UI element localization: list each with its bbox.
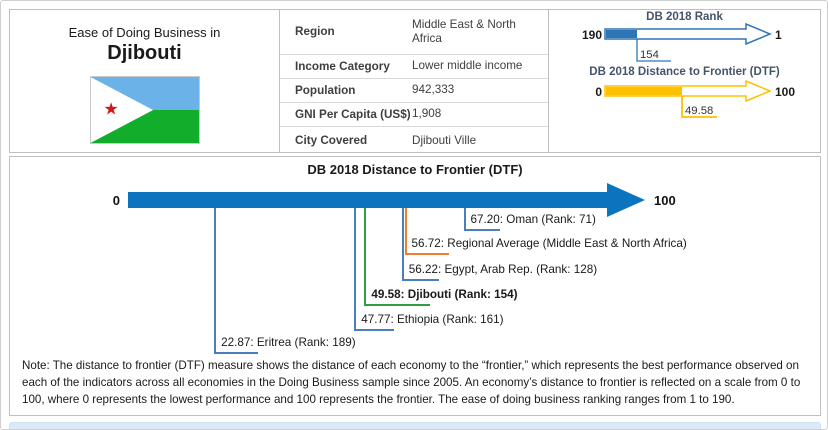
fact-label: Population bbox=[280, 78, 412, 103]
rank-axis-left-label: 190 bbox=[582, 28, 602, 42]
fact-value: Djibouti Ville bbox=[412, 133, 477, 147]
marker-underline-4 bbox=[354, 329, 395, 331]
report-title-line1: Ease of Doing Business in bbox=[68, 25, 221, 40]
rank-arrow-outline bbox=[604, 23, 772, 46]
dtf-fill-segment bbox=[606, 87, 682, 95]
marker-line-0 bbox=[463, 208, 466, 229]
rank-marker-line bbox=[636, 39, 671, 62]
rank-fill-segment bbox=[606, 30, 637, 38]
djibouti-flag: ★ bbox=[89, 76, 200, 144]
dtf-axis-max-label: 100 bbox=[654, 193, 676, 208]
rank-marker-label: 154 bbox=[640, 49, 659, 61]
mini-charts-panel: DB 2018 Rank 190 154 1 DB 2018 Distance … bbox=[548, 10, 820, 152]
country-facts-panel: Region Middle East & North Africa Income… bbox=[279, 10, 548, 152]
dtf-marker-label: 49.58 bbox=[685, 105, 713, 117]
rank-chart-title: DB 2018 Rank bbox=[646, 11, 723, 23]
dtf-chart-title: DB 2018 Distance to Frontier (DTF) bbox=[307, 162, 523, 177]
next-section-edge bbox=[9, 422, 821, 429]
marker-label-4: 47.77: Ethiopia (Rank: 161) bbox=[361, 313, 504, 326]
marker-line-2 bbox=[401, 208, 404, 279]
marker-label-0: 67.20: Oman (Rank: 71) bbox=[470, 213, 596, 226]
top-row: Ease of Doing Business in Djibouti ★ Reg… bbox=[9, 9, 821, 153]
table-row: Population 942,333 bbox=[280, 78, 548, 103]
fact-label: GNI Per Capita (US$) bbox=[280, 102, 412, 127]
fact-value: 1,908 bbox=[412, 102, 548, 127]
rank-axis-right-label: 1 bbox=[775, 28, 782, 42]
marker-label-2: 56.22: Egypt, Arab Rep. (Rank: 128) bbox=[408, 263, 598, 276]
table-row: Region Middle East & North Africa bbox=[280, 10, 548, 55]
marker-label-3: 49.58: Djibouti (Rank: 154) bbox=[371, 288, 518, 301]
marker-label-1: 56.72: Regional Average (Middle East & N… bbox=[411, 237, 687, 250]
country-facts-table: Region Middle East & North Africa Income… bbox=[280, 10, 548, 155]
marker-underline-3 bbox=[364, 304, 431, 306]
fact-label: City Covered bbox=[295, 134, 368, 148]
dtf-arrow-head bbox=[607, 183, 645, 217]
marker-line-3 bbox=[364, 208, 367, 304]
rank-arrow-chart: 190 154 1 bbox=[582, 23, 782, 62]
country-header-panel: Ease of Doing Business in Djibouti ★ bbox=[10, 10, 279, 152]
dtf-arrow-outline bbox=[604, 80, 772, 103]
dtf-chart-canvas: DB 2018 Distance to Frontier (DTF) 0 100… bbox=[10, 157, 820, 415]
marker-underline-5 bbox=[214, 352, 259, 354]
marker-underline-0 bbox=[463, 229, 500, 231]
fact-label: Income Category bbox=[280, 54, 412, 79]
star-icon: ★ bbox=[103, 99, 119, 119]
fact-value: Lower middle income bbox=[412, 54, 548, 79]
dtf-marker-line bbox=[681, 96, 717, 118]
fact-value: Middle East & North Africa bbox=[412, 10, 548, 55]
fact-value: 942,333 bbox=[412, 78, 548, 103]
dtf-main-panel: DB 2018 Distance to Frontier (DTF) 0 100… bbox=[9, 156, 821, 416]
table-row: City Covered Djibouti Ville bbox=[280, 126, 548, 155]
fact-label: Region bbox=[280, 10, 412, 55]
dtf-axis-min-label: 0 bbox=[112, 193, 120, 208]
country-name: Djibouti bbox=[107, 42, 182, 64]
marker-line-5 bbox=[214, 208, 217, 352]
dtf-mini-chart-title: DB 2018 Distance to Frontier (DTF) bbox=[589, 66, 780, 78]
table-row: Income Category Lower middle income bbox=[280, 54, 548, 79]
dtf-arrow-chart: 0 49.58 100 bbox=[595, 80, 795, 118]
marker-underline-1 bbox=[404, 253, 449, 255]
marker-line-4 bbox=[354, 208, 357, 329]
note-text: Note: The distance to frontier (DTF) mea… bbox=[22, 359, 801, 406]
dtf-axis-left-label: 0 bbox=[595, 85, 602, 99]
marker-line-1 bbox=[404, 208, 407, 253]
dtf-arrow-body bbox=[128, 192, 608, 208]
marker-label-5: 22.87: Eritrea (Rank: 189) bbox=[221, 336, 356, 349]
dtf-axis-right-label: 100 bbox=[775, 85, 795, 99]
marker-underline-2 bbox=[401, 279, 439, 281]
table-row: GNI Per Capita (US$) 1,908 bbox=[280, 102, 548, 127]
